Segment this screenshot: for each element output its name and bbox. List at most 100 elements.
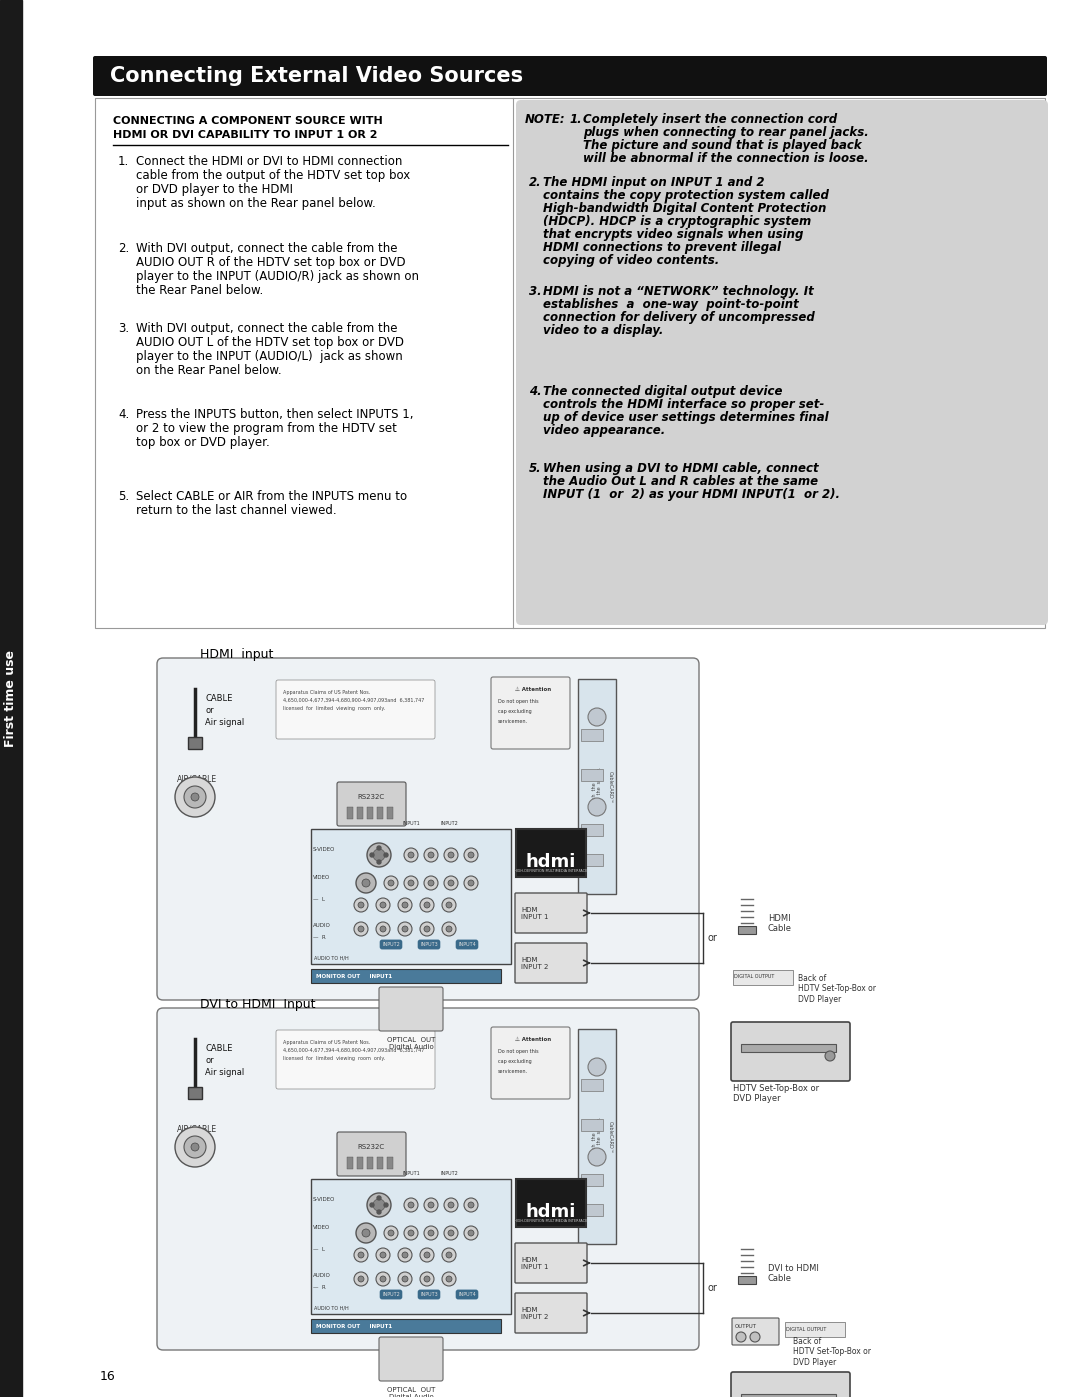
Circle shape (750, 1331, 760, 1343)
Text: INPUT4: INPUT4 (458, 1292, 476, 1296)
Bar (738, 1275, 756, 1284)
FancyBboxPatch shape (491, 1027, 570, 1099)
Circle shape (444, 1199, 458, 1213)
Circle shape (380, 1275, 386, 1282)
Text: Connect the HDMI or DVI to HDMI connection: Connect the HDMI or DVI to HDMI connecti… (136, 155, 403, 168)
Text: ⚠ Attention: ⚠ Attention (515, 687, 551, 692)
Circle shape (448, 880, 454, 886)
Text: or: or (708, 1282, 718, 1294)
Text: Select CABLE or AIR from the INPUTS menu to: Select CABLE or AIR from the INPUTS menu… (136, 490, 407, 503)
Circle shape (420, 922, 434, 936)
Bar (0, 0, 22, 1397)
Text: Push  the  card
into  the  surety.: Push the card into the surety. (592, 767, 603, 807)
Circle shape (424, 848, 438, 862)
Text: controls the HDMI interface so proper set-: controls the HDMI interface so proper se… (543, 398, 824, 411)
Text: RS232C: RS232C (357, 1144, 384, 1150)
Circle shape (384, 876, 399, 890)
Text: AUDIO: AUDIO (313, 923, 330, 928)
Text: AIR/CABLE: AIR/CABLE (177, 775, 217, 784)
Text: MONITOR OUT     INPUT1: MONITOR OUT INPUT1 (316, 974, 392, 978)
FancyBboxPatch shape (337, 1132, 406, 1176)
Circle shape (370, 1203, 374, 1207)
Circle shape (588, 1148, 606, 1166)
Bar (95, 98, 1045, 629)
Text: HDMI connections to prevent illegal: HDMI connections to prevent illegal (543, 242, 781, 254)
Text: copying of video contents.: copying of video contents. (543, 254, 719, 267)
Circle shape (408, 1201, 414, 1208)
Circle shape (408, 1229, 414, 1236)
Text: on the Rear Panel below.: on the Rear Panel below. (136, 365, 282, 377)
Text: AIR/CABLE: AIR/CABLE (177, 1125, 217, 1134)
Circle shape (384, 1203, 388, 1207)
Bar (311, 970, 501, 983)
Text: —  R: — R (313, 1285, 326, 1289)
Text: HDM
INPUT 2: HDM INPUT 2 (521, 957, 549, 970)
Text: video appearance.: video appearance. (543, 425, 665, 437)
Circle shape (446, 926, 453, 932)
Text: INPUT1: INPUT1 (402, 1171, 420, 1176)
Circle shape (588, 1058, 606, 1076)
Bar (367, 1157, 373, 1169)
Bar (377, 807, 383, 819)
Text: cable from the output of the HDTV set top box: cable from the output of the HDTV set to… (136, 169, 410, 182)
Circle shape (825, 1051, 835, 1060)
Circle shape (468, 1229, 474, 1236)
Text: input as shown on the Rear panel below.: input as shown on the Rear panel below. (136, 197, 376, 210)
FancyBboxPatch shape (515, 1243, 588, 1282)
FancyBboxPatch shape (93, 56, 1047, 96)
Text: INPUT3: INPUT3 (420, 1292, 437, 1296)
Text: AUDIO: AUDIO (313, 1273, 330, 1278)
Text: AUDIO OUT R of the HDTV set top box or DVD: AUDIO OUT R of the HDTV set top box or D… (136, 256, 406, 270)
Text: 5.: 5. (118, 490, 130, 503)
Text: Apparatus Claims of US Patent Nos.: Apparatus Claims of US Patent Nos. (283, 1039, 370, 1045)
Text: HDMI  input: HDMI input (200, 648, 273, 661)
Text: The HDMI input on INPUT 1 and 2: The HDMI input on INPUT 1 and 2 (543, 176, 765, 189)
Circle shape (357, 926, 364, 932)
Text: 3.: 3. (118, 321, 130, 335)
Text: 4,650,000-4,677,394-4,680,900-4,907,093and  6,381,747: 4,650,000-4,677,394-4,680,900-4,907,093a… (283, 1048, 424, 1053)
Circle shape (399, 898, 411, 912)
Text: INPUT2: INPUT2 (382, 942, 400, 947)
Text: the Rear Panel below.: the Rear Panel below. (136, 284, 264, 298)
FancyBboxPatch shape (515, 893, 588, 933)
Circle shape (420, 1273, 434, 1287)
Circle shape (373, 849, 384, 861)
Circle shape (442, 898, 456, 912)
Bar (347, 1157, 353, 1169)
Circle shape (402, 1252, 408, 1259)
Circle shape (420, 898, 434, 912)
Text: 5.: 5. (529, 462, 542, 475)
Text: HDM
INPUT 1: HDM INPUT 1 (521, 907, 549, 921)
Text: contains the copy protection system called: contains the copy protection system call… (543, 189, 828, 203)
Text: INPUT1: INPUT1 (402, 821, 420, 826)
FancyBboxPatch shape (379, 1337, 443, 1382)
Text: 2.: 2. (529, 176, 542, 189)
Circle shape (175, 777, 215, 817)
Circle shape (354, 898, 368, 912)
Bar (581, 824, 603, 835)
Text: player to the INPUT (AUDIO/R) jack as shown on: player to the INPUT (AUDIO/R) jack as sh… (136, 270, 419, 284)
Bar (581, 1173, 603, 1186)
Text: —  L: — L (313, 1248, 325, 1252)
Text: VIDEO: VIDEO (313, 1225, 330, 1229)
Circle shape (354, 1273, 368, 1287)
Text: Connecting External Video Sources: Connecting External Video Sources (110, 66, 523, 87)
Bar (516, 1179, 586, 1227)
Text: CableCARD™: CableCARD™ (607, 771, 612, 803)
Circle shape (428, 1201, 434, 1208)
Text: CONNECTING A COMPONENT SOURCE WITH: CONNECTING A COMPONENT SOURCE WITH (113, 116, 382, 126)
Text: AUDIO OUT L of the HDTV set top box or DVD: AUDIO OUT L of the HDTV set top box or D… (136, 337, 404, 349)
Circle shape (424, 876, 438, 890)
Text: licensed  for  limited  viewing  room  only.: licensed for limited viewing room only. (283, 1056, 384, 1060)
Circle shape (424, 1227, 438, 1241)
Circle shape (354, 922, 368, 936)
Circle shape (376, 1273, 390, 1287)
Text: DIGITAL OUTPUT: DIGITAL OUTPUT (734, 974, 774, 979)
Text: player to the INPUT (AUDIO/L)  jack as shown: player to the INPUT (AUDIO/L) jack as sh… (136, 351, 403, 363)
Circle shape (428, 852, 434, 858)
Circle shape (191, 1143, 199, 1151)
Circle shape (362, 879, 370, 887)
Bar (785, 1322, 845, 1337)
Text: The picture and sound that is played back: The picture and sound that is played bac… (583, 138, 862, 152)
Circle shape (420, 1248, 434, 1261)
